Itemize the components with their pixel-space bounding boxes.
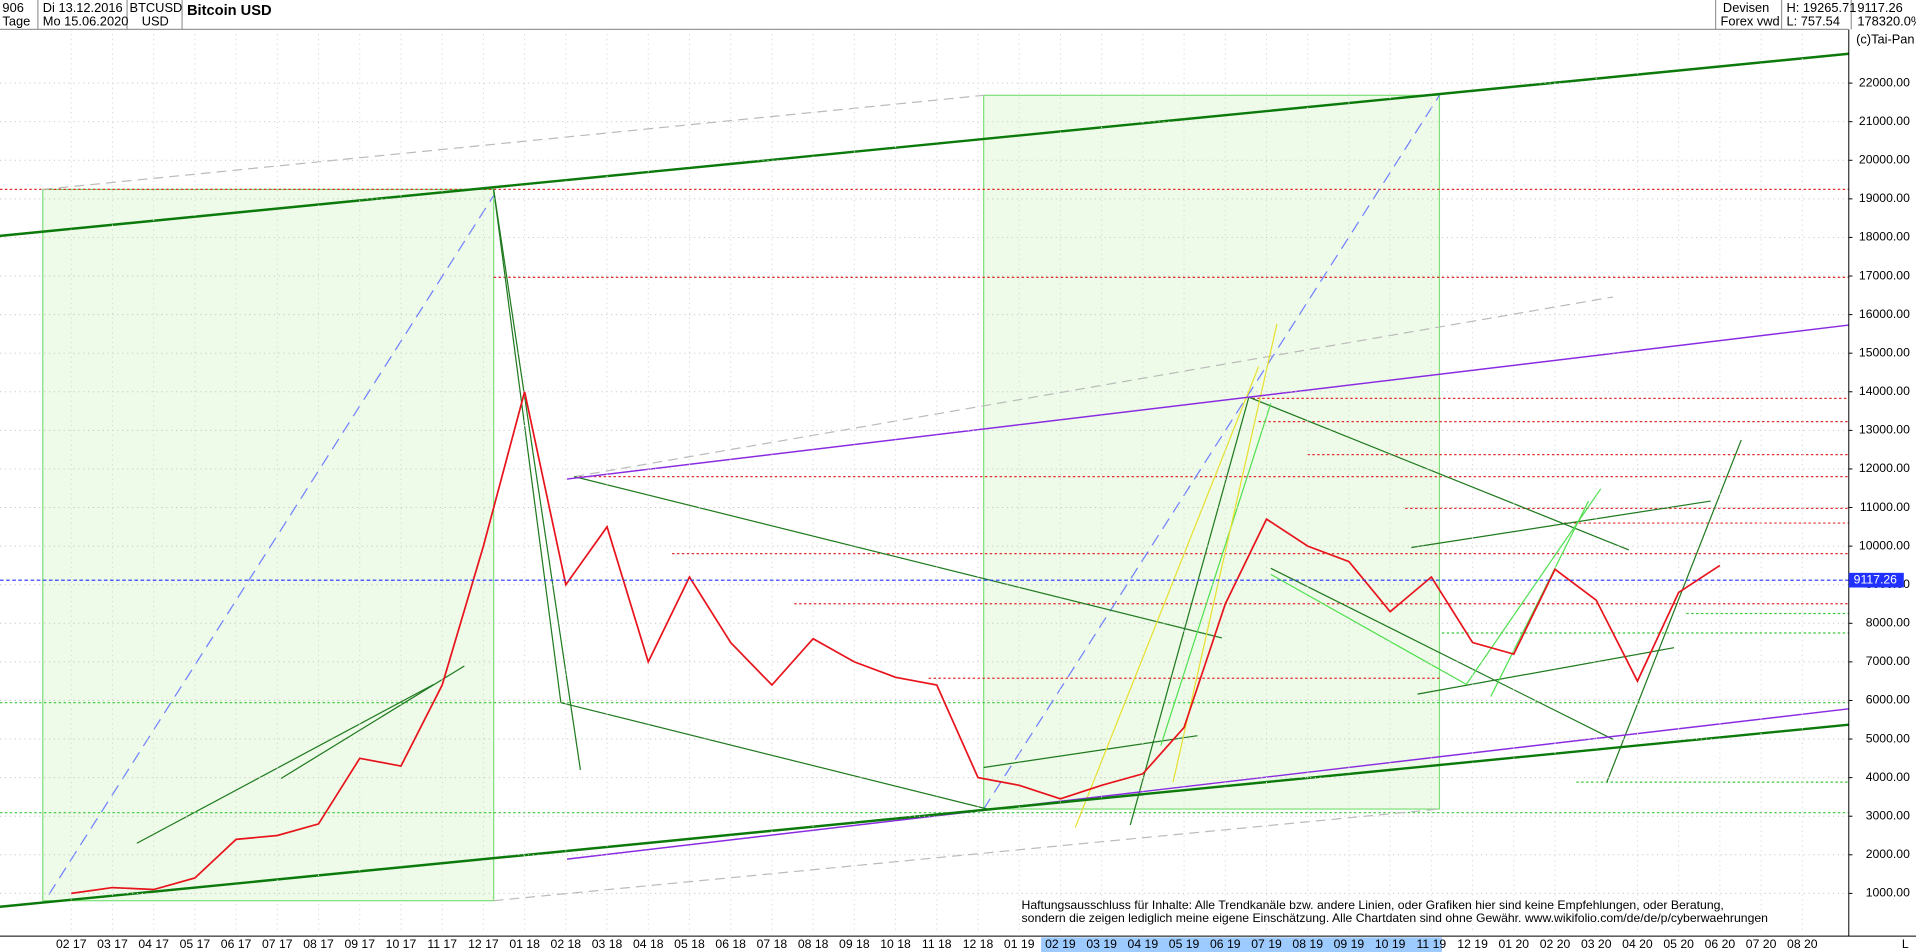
y-tick-label: 22000.00 bbox=[1859, 75, 1910, 89]
y-tick-label: 8000.00 bbox=[1866, 616, 1910, 630]
y-tick-label: 17000.00 bbox=[1859, 268, 1910, 282]
x-tick-label: 05 20 bbox=[1663, 937, 1694, 951]
symbol: BTCUSD bbox=[130, 0, 183, 15]
y-tick-label: 4000.00 bbox=[1866, 770, 1910, 784]
x-tick-label: 01 18 bbox=[509, 937, 540, 951]
x-tick-label: 09 18 bbox=[839, 937, 870, 951]
x-tick-label: 06 20 bbox=[1705, 937, 1736, 951]
chart-title: Bitcoin USD bbox=[187, 3, 272, 19]
x-tick-label: 06 19 bbox=[1210, 937, 1241, 951]
x-tick-label: 03 20 bbox=[1581, 937, 1612, 951]
x-tick-label: 07 18 bbox=[757, 937, 788, 951]
y-tick-label: 18000.00 bbox=[1859, 230, 1910, 244]
count[interactable]: 906 bbox=[2, 0, 23, 15]
x-tick-label: 06 17 bbox=[221, 937, 252, 951]
low: L: 757.54 bbox=[1786, 13, 1839, 28]
gray-lines bbox=[42, 94, 1614, 902]
y-axis-area bbox=[1848, 29, 1916, 937]
x-tick-label: 01 19 bbox=[1004, 937, 1035, 951]
x-tick-label: 02 19 bbox=[1045, 937, 1076, 951]
x-tick-label: 05 17 bbox=[180, 937, 211, 951]
y-tick-label: 7000.00 bbox=[1866, 654, 1910, 668]
y-tick-label: 3000.00 bbox=[1866, 808, 1910, 822]
x-tick-label: 04 20 bbox=[1622, 937, 1653, 951]
disclaimer: sondern die zeigen lediglich meine eigen… bbox=[1022, 911, 1768, 925]
x-tick-label: 11 19 bbox=[1417, 937, 1447, 951]
x-tick-label: 10 19 bbox=[1375, 937, 1406, 951]
x-tick-label: 03 18 bbox=[592, 937, 623, 951]
grid bbox=[0, 29, 1849, 932]
y-tick-label: 5000.00 bbox=[1866, 731, 1910, 745]
x-tick-label: 04 18 bbox=[633, 937, 664, 951]
x-tick-label: 02 18 bbox=[551, 937, 582, 951]
axes: 1000.00 2000.00 3000.00 4000.00 5000.00 6000.… bbox=[56, 75, 1910, 951]
y-tick-label: 21000.00 bbox=[1859, 114, 1910, 128]
x-tick-label: 05 18 bbox=[674, 937, 705, 951]
x-tick-label: 07 19 bbox=[1251, 937, 1282, 951]
y-tick-label: 6000.00 bbox=[1866, 693, 1910, 707]
y-tick-label: 13000.00 bbox=[1859, 423, 1910, 437]
x-tick-label: 08 20 bbox=[1787, 937, 1818, 951]
x-tick-label: 09 17 bbox=[344, 937, 375, 951]
change: 178320.0% bbox=[1857, 13, 1916, 28]
copyright: (c)Tai-Pan bbox=[1856, 32, 1914, 47]
period[interactable]: Tage bbox=[2, 13, 30, 28]
x-tick-label: 06 18 bbox=[715, 937, 746, 951]
y-tick-label: 16000.00 bbox=[1859, 307, 1910, 321]
x-tick-label: 10 17 bbox=[386, 937, 417, 951]
x-tick-label: 11 17 bbox=[427, 937, 457, 951]
y-tick-label: 14000.00 bbox=[1859, 384, 1910, 398]
last-price: 9117.26 bbox=[1857, 0, 1902, 15]
last-price-box bbox=[1848, 572, 1904, 588]
x-tick-label: 12 17 bbox=[468, 937, 499, 951]
x-tick-label: 03 19 bbox=[1086, 937, 1117, 951]
currency: USD bbox=[142, 13, 169, 28]
axis-mode[interactable]: L bbox=[1902, 937, 1909, 951]
y-tick-label: 12000.00 bbox=[1859, 461, 1910, 475]
x-tick-label: 04 19 bbox=[1128, 937, 1159, 951]
x-tick-label: 07 17 bbox=[262, 937, 293, 951]
x-tick-label: 12 19 bbox=[1457, 937, 1488, 951]
y-tick-label: 10000.00 bbox=[1859, 538, 1910, 552]
y-tick-label: 15000.00 bbox=[1859, 345, 1910, 359]
purple-channel bbox=[566, 324, 1849, 860]
y-tick-label: 20000.00 bbox=[1859, 153, 1910, 167]
x-tick-label: 12 18 bbox=[963, 937, 994, 951]
y-tick-label: 19000.00 bbox=[1859, 191, 1910, 205]
resistance-lines bbox=[0, 188, 1849, 679]
x-tick-label: 11 18 bbox=[922, 937, 952, 951]
x-tick-label: 04 17 bbox=[138, 937, 169, 951]
x-range-highlight bbox=[1041, 937, 1442, 952]
x-tick-label: 07 20 bbox=[1746, 937, 1777, 951]
x-tick-label: 03 17 bbox=[97, 937, 128, 951]
series bbox=[0, 391, 1849, 895]
trend-lines bbox=[136, 189, 1742, 844]
x-tick-label: 05 19 bbox=[1169, 937, 1200, 951]
x-tick-label: 10 18 bbox=[880, 937, 911, 951]
x-tick-label: 09 19 bbox=[1334, 937, 1365, 951]
y-tick-label: 2000.00 bbox=[1866, 847, 1910, 861]
drawings bbox=[0, 52, 1849, 908]
market: Devisen bbox=[1723, 0, 1769, 15]
source: Forex vwd bbox=[1720, 13, 1779, 28]
zone bbox=[42, 188, 495, 902]
last-price-label: 9117.26 bbox=[1854, 572, 1897, 586]
light-trend-lines bbox=[1160, 403, 1602, 746]
start-date: Di 13.12.2016 bbox=[43, 0, 123, 15]
header bbox=[0, 0, 1916, 30]
end-date: Mo 15.06.2020 bbox=[43, 13, 129, 28]
x-tick-label: 08 17 bbox=[303, 937, 334, 951]
x-tick-label: 02 17 bbox=[56, 937, 87, 951]
x-tick-label: 01 20 bbox=[1499, 937, 1530, 951]
x-tick-label: 08 18 bbox=[798, 937, 829, 951]
x-tick-label: 08 19 bbox=[1292, 937, 1323, 951]
x-tick-label: 02 20 bbox=[1540, 937, 1571, 951]
y-tick-label: 1000.00 bbox=[1866, 886, 1910, 900]
y-tick-label: 11000.00 bbox=[1860, 500, 1910, 514]
high: H: 19265.71 bbox=[1786, 0, 1856, 15]
price-line bbox=[71, 391, 1721, 895]
disclaimer: Haftungsausschluss für Inhalte: Alle Tre… bbox=[1022, 898, 1724, 912]
